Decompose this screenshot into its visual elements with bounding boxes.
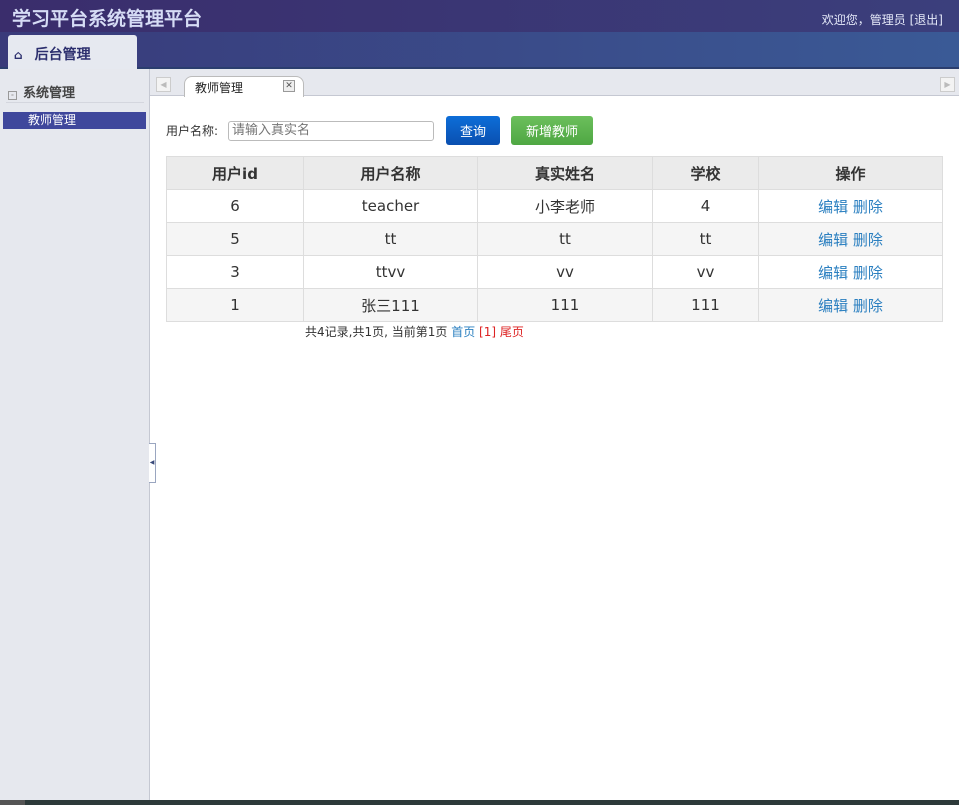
table-row: 1 张三111 111 111 编辑 删除 [166, 288, 943, 322]
table-cell: teacher [303, 189, 478, 223]
table-row: 5 tt tt tt 编辑 删除 [166, 222, 943, 256]
add-teacher-button[interactable]: 新增教师 [511, 116, 594, 145]
close-icon[interactable]: ✕ [283, 80, 295, 92]
app-title: 学习平台系统管理平台 [12, 8, 203, 30]
table-cell: 6 [166, 189, 304, 223]
table-cell: 111 [477, 288, 653, 322]
welcome-text: 欢迎您，管理员 [821, 13, 906, 27]
edit-link[interactable]: 编辑 [818, 263, 849, 282]
tab-teacher[interactable]: 教师管理 ✕ [184, 76, 304, 97]
tab-label: 教师管理 [195, 81, 244, 95]
sidebar-toggle-icon[interactable]: ◀ [149, 443, 156, 483]
pager-summary: 共4记录,共1页, 当前第1页 [305, 325, 448, 339]
welcome-area: 欢迎您，管理员 [退出] [822, 11, 943, 28]
table-cell: 4 [652, 189, 759, 223]
actions-cell: 编辑 删除 [758, 189, 943, 223]
delete-link[interactable]: 删除 [852, 296, 883, 315]
delete-link[interactable]: 删除 [852, 230, 883, 249]
table-cell: vv [477, 255, 653, 289]
table-cell: ttvv [303, 255, 478, 289]
current-page-link[interactable]: [1] [479, 325, 497, 339]
query-button[interactable]: 查询 [446, 116, 501, 145]
col-header: 真实姓名 [477, 156, 653, 190]
edit-link[interactable]: 编辑 [818, 296, 849, 315]
table-cell: 111 [652, 288, 759, 322]
table-cell: 张三111 [303, 288, 478, 322]
col-header: 学校 [652, 156, 759, 190]
bottom-bar [0, 800, 959, 805]
top-banner: 学习平台系统管理平台 欢迎您，管理员 [退出] [0, 0, 959, 32]
col-header: 操作 [758, 156, 943, 190]
table-cell: 5 [166, 222, 304, 256]
delete-link[interactable]: 删除 [852, 197, 883, 216]
actions-cell: 编辑 删除 [758, 288, 943, 322]
last-page-link[interactable]: 尾页 [499, 325, 524, 339]
edit-link[interactable]: 编辑 [818, 230, 849, 249]
sidebar: - 系统管理 教师管理 [0, 69, 150, 805]
search-label: 用户名称: [166, 124, 219, 138]
top-nav: ⌂ 后台管理 [0, 32, 959, 69]
tab-scroll-right-icon[interactable]: ▶ [940, 77, 955, 92]
nav-tab-admin[interactable]: ⌂ 后台管理 [8, 35, 137, 69]
actions-cell: 编辑 删除 [758, 255, 943, 289]
edit-link[interactable]: 编辑 [818, 197, 849, 216]
table-cell: tt [477, 222, 653, 256]
table-cell: tt [652, 222, 759, 256]
collapse-icon: - [8, 91, 17, 100]
table-cell: tt [303, 222, 478, 256]
divider [6, 102, 144, 103]
tab-scroll-left-icon[interactable]: ◀ [156, 77, 171, 92]
nav-tab-label: 后台管理 [34, 47, 91, 63]
home-icon: ⌂ [14, 48, 23, 62]
pagination: 共4记录,共1页, 当前第1页 首页 [1] 尾页 [305, 323, 524, 340]
logout-link[interactable]: [退出] [909, 13, 943, 27]
table-cell: 3 [166, 255, 304, 289]
table-cell: 1 [166, 288, 304, 322]
sidebar-item-teacher[interactable]: 教师管理 [3, 112, 146, 129]
sidebar-group-system[interactable]: - 系统管理 [8, 82, 75, 101]
first-page-link[interactable]: 首页 [451, 325, 476, 339]
col-header: 用户id [166, 156, 304, 190]
tab-bar: ◀ 教师管理 ✕ ▶ [150, 69, 959, 97]
table-cell: 小李老师 [477, 189, 653, 223]
table-row: 6 teacher 小李老师 4 编辑 删除 [166, 189, 943, 223]
col-header: 用户名称 [303, 156, 478, 190]
search-input[interactable] [228, 120, 435, 141]
delete-link[interactable]: 删除 [852, 263, 883, 282]
table-row: 3 ttvv vv vv 编辑 删除 [166, 255, 943, 289]
table-cell: vv [652, 255, 759, 289]
teacher-table: 用户id 用户名称 真实姓名 学校 操作 6 teacher 小李老师 4 编辑 删除 5… [166, 156, 943, 322]
sidebar-group-label: 系统管理 [23, 86, 76, 101]
search-form: 用户名称: 查询 新增教师 [166, 116, 594, 145]
actions-cell: 编辑 删除 [758, 222, 943, 256]
